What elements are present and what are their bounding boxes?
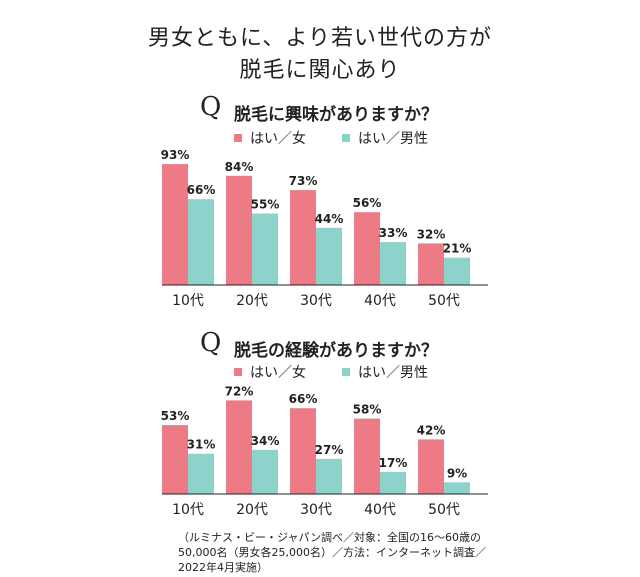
bar-female-30代 (290, 408, 316, 494)
data-label-female-10代: 53% (161, 409, 190, 423)
legend-swatch-male (342, 368, 350, 376)
x-tick-label-30代: 30代 (300, 293, 332, 309)
bar-male-50代 (444, 257, 470, 285)
data-label-male-10代: 66% (187, 183, 216, 197)
x-tick-label-40代: 40代 (364, 293, 396, 309)
bar-female-30代 (290, 190, 316, 285)
bar-male-40代 (380, 471, 406, 494)
bar-female-20代 (226, 400, 252, 494)
x-tick-label-50代: 50代 (428, 293, 460, 309)
legend-label-male: はい／男性 (358, 365, 428, 381)
x-tick-label-10代: 10代 (172, 293, 204, 309)
bar-female-50代 (418, 439, 444, 494)
chart-2-title: 脱毛の経験がありますか？ (234, 341, 438, 361)
data-label-male-20代: 55% (251, 198, 280, 212)
legend-1-female: はい／女 (234, 128, 306, 148)
data-label-male-20代: 34% (251, 434, 280, 448)
bar-male-40代 (380, 242, 406, 285)
data-label-male-40代: 33% (379, 226, 408, 240)
data-label-female-40代: 58% (353, 403, 382, 417)
legend-1-male: はい／男性 (342, 128, 428, 148)
data-label-female-50代: 42% (417, 423, 446, 437)
bar-male-30代 (316, 458, 342, 494)
x-tick-label-10代: 10代 (172, 502, 204, 518)
bar-female-10代 (162, 425, 188, 494)
chart-interest: 93% 66% 10代 84% 55% 20代 73% 44% 30代 56% 33% 40代 32%2… (161, 148, 488, 309)
data-label-female-30代: 66% (289, 392, 318, 406)
bar-female-40代 (354, 212, 380, 285)
x-tick-label-20代: 20代 (236, 502, 268, 518)
chart-1-title: 脱毛に興味がありますか？ (234, 105, 438, 125)
legend-swatch-female (234, 134, 242, 142)
bar-male-30代 (316, 227, 342, 285)
chart-experience: 53% 31% 10代 72% 34% 20代 66% 27% 30代 58% 17% 40代 42% 9… (161, 384, 488, 518)
legend-label-male: はい／男性 (358, 131, 428, 147)
data-label-female-40代: 56% (353, 196, 382, 210)
bar-male-10代 (188, 453, 214, 494)
legend-2-female: はい／女 (234, 362, 306, 382)
data-label-female-50代: 32% (417, 227, 446, 241)
headline-line-1: 男女ともに、より若い世代の方が (148, 26, 492, 51)
bar-male-20代 (252, 449, 278, 494)
headline-line-2: 脱毛に関心あり (239, 58, 401, 83)
q-mark-1: Q (200, 92, 222, 122)
legend-swatch-male (342, 134, 350, 142)
bar-male-10代 (188, 199, 214, 285)
x-tick-label-30代: 30代 (300, 502, 332, 518)
data-label-female-20代: 72% (225, 384, 254, 398)
legend-swatch-female (234, 368, 242, 376)
footnote: （ルミナス・ビー・ジャパン調べ／対象：全国の16〜60歳の50,000名（男女各… (178, 531, 486, 574)
data-label-male-30代: 27% (315, 443, 344, 457)
data-label-male-40代: 17% (379, 456, 408, 470)
x-tick-label-40代: 40代 (364, 502, 396, 518)
bar-female-50代 (418, 243, 444, 285)
bar-male-20代 (252, 213, 278, 285)
data-label-male-10代: 31% (187, 438, 216, 452)
x-tick-label-20代: 20代 (236, 293, 268, 309)
bar-female-20代 (226, 175, 252, 285)
x-tick-label-50代: 50代 (428, 502, 460, 518)
data-label-male-50代: 21% (443, 242, 472, 256)
legend-2-male: はい／男性 (342, 362, 428, 382)
bar-female-40代 (354, 418, 380, 494)
data-label-female-10代: 93% (161, 148, 190, 162)
data-label-male-50代: 9% (447, 466, 467, 480)
legend-label-female: はい／女 (250, 365, 306, 381)
data-label-male-30代: 44% (315, 212, 344, 226)
bar-male-50代 (444, 482, 470, 494)
legend-label-female: はい／女 (250, 131, 306, 147)
bar-female-10代 (162, 164, 188, 285)
data-label-female-20代: 84% (225, 160, 254, 174)
data-label-female-30代: 73% (289, 174, 318, 188)
q-mark-2: Q (200, 328, 222, 358)
